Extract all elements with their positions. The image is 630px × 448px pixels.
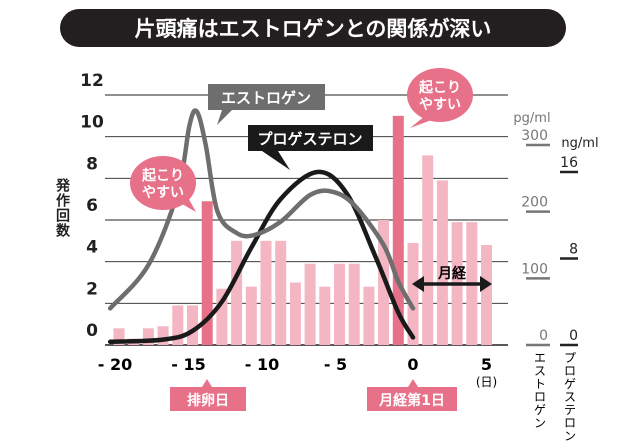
progesterone-line	[107, 169, 416, 345]
x-tick-label: - 5	[324, 355, 347, 374]
bar	[334, 263, 345, 345]
bar	[422, 155, 434, 345]
menses-day1-label: 月経第1日	[378, 392, 445, 409]
bar	[481, 245, 492, 345]
estrogen-tick-label: 200	[521, 195, 548, 211]
chart-title: 片頭痛はエストロゲンとの関係が深い	[135, 17, 492, 41]
bar	[187, 305, 198, 345]
bar	[142, 328, 154, 345]
bar	[157, 326, 169, 345]
progesterone-axis-title: ン	[564, 429, 576, 443]
callout-ovulation-text: やすい	[142, 185, 184, 201]
progesterone-axis-title: ス	[564, 390, 576, 404]
estrogen-axis-title: ゲ	[534, 403, 546, 417]
bar	[113, 328, 125, 345]
x-unit-label: (日)	[476, 375, 497, 389]
y-tick-label: 4	[86, 238, 98, 258]
callout-ovulation-text: 起こり	[141, 167, 184, 184]
callout-menses	[407, 68, 473, 122]
progesterone-label: プロゲステロン	[257, 130, 362, 148]
progesterone-axis-title: ロ	[564, 416, 576, 430]
progesterone-axis-title: プ	[564, 351, 576, 365]
estrogen-tick-label: 0	[539, 328, 548, 344]
progesterone-axis-title: テ	[564, 403, 576, 417]
menses-day1-tag	[367, 379, 457, 411]
progesterone-unit: ng/ml	[561, 136, 598, 151]
x-tick-label: - 20	[98, 355, 132, 374]
ovulation-tag	[170, 379, 246, 411]
progesterone-axis-title: ロ	[564, 364, 576, 378]
y-tick-label: 12	[80, 71, 104, 91]
estrogen-tick-label: 300	[521, 128, 548, 144]
bar	[378, 220, 390, 345]
bar	[172, 305, 184, 345]
y-tick-label: 8	[86, 154, 98, 174]
y-tick-label: 6	[86, 196, 98, 216]
estrogen-axis-title: ス	[534, 364, 546, 378]
bar	[260, 240, 272, 345]
progesterone-tick-label: 8	[569, 242, 578, 258]
bar	[436, 180, 448, 345]
callout-menses-text: やすい	[419, 97, 461, 113]
y-tick-label: 2	[86, 279, 98, 299]
estrogen-tick-label: 100	[521, 261, 548, 277]
x-tick-label: - 10	[245, 355, 279, 374]
estrogen-axis-title: ト	[534, 377, 546, 391]
bar	[275, 240, 287, 345]
estrogen-axis-title: ロ	[534, 390, 546, 404]
callout-ovulation	[130, 156, 196, 210]
estrogen-label-box	[208, 84, 325, 125]
bar	[363, 286, 375, 345]
x-tick-label: 5	[481, 355, 492, 374]
estrogen-label: エストロゲン	[221, 89, 311, 107]
bar-highlight	[201, 201, 213, 345]
bar	[304, 263, 316, 345]
bar	[348, 263, 360, 345]
progesterone-axis-title: ゲ	[564, 377, 576, 391]
y-axis-label: 発作回数	[54, 178, 70, 238]
bar	[319, 286, 331, 345]
bar	[231, 240, 243, 345]
callout-menses-text: 起こり	[418, 79, 461, 96]
bar	[216, 288, 228, 345]
menses-label: 月経	[437, 265, 467, 282]
progesterone-tick-label: 0	[569, 328, 578, 344]
title-banner	[60, 9, 566, 47]
ovulation-label: 排卵日	[187, 392, 229, 409]
bar	[245, 286, 257, 345]
estrogen-unit: pg/ml	[513, 111, 550, 126]
x-tick-label: 0	[407, 355, 418, 374]
estrogen-axis-title: エ	[534, 351, 546, 365]
bar	[289, 282, 301, 345]
estrogen-axis-title: ン	[534, 416, 546, 430]
y-tick-label: 0	[86, 321, 98, 341]
progesterone-label-box	[248, 125, 373, 170]
x-tick-label: - 15	[171, 355, 205, 374]
bar-highlight	[392, 115, 404, 345]
progesterone-tick-label: 16	[560, 155, 578, 171]
y-tick-label: 10	[80, 113, 104, 133]
bar	[407, 242, 419, 345]
